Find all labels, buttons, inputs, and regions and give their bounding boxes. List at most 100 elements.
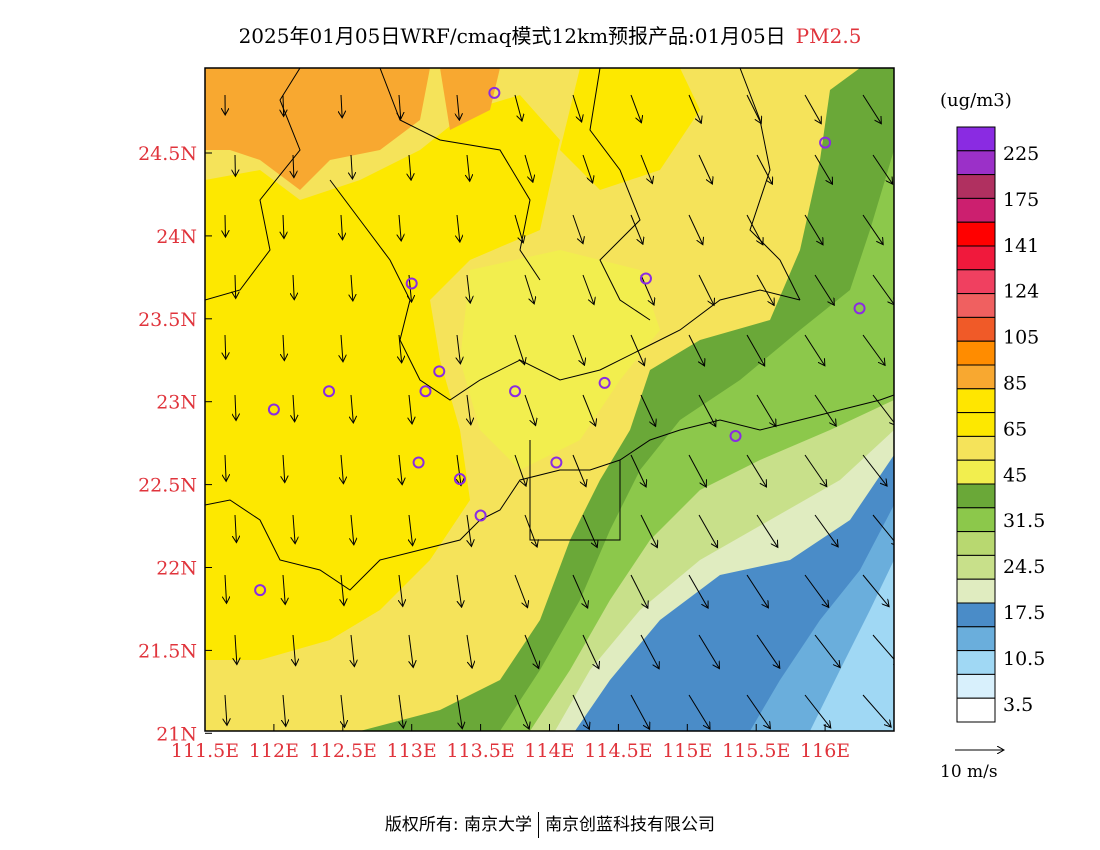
wind-arrow xyxy=(804,454,826,486)
legend-unit: (ug/m3) xyxy=(940,90,1012,111)
wind-arrow xyxy=(235,634,237,664)
wind-arrow xyxy=(746,334,764,365)
wind-arrow xyxy=(572,574,587,607)
wind-arrow xyxy=(862,694,891,726)
wind-arrow xyxy=(572,334,584,364)
wind-arrow xyxy=(756,154,772,183)
wind-arrow xyxy=(457,94,459,119)
wind-arrow xyxy=(341,454,343,483)
wind-arrow xyxy=(698,634,719,668)
legend-swatch xyxy=(956,459,996,485)
wind-arrow xyxy=(582,154,592,182)
wind-arrow xyxy=(804,214,823,244)
wind-arrow xyxy=(688,214,702,244)
wind-arrow xyxy=(746,694,770,728)
wind-arrow xyxy=(341,334,343,361)
station-marker xyxy=(509,385,522,398)
legend-label: 175 xyxy=(1003,189,1039,211)
legend-swatch xyxy=(956,221,996,247)
wind-arrow xyxy=(514,214,523,242)
wind-arrow xyxy=(293,274,294,299)
legend-label: 45 xyxy=(1003,464,1027,486)
legend-swatch xyxy=(956,174,996,199)
lon-tick-label: 115.5E xyxy=(722,740,790,762)
legend-label: 3.5 xyxy=(1003,694,1033,716)
wind-arrow xyxy=(814,634,840,667)
wind-arrow xyxy=(514,454,526,485)
wind-arrow xyxy=(814,514,838,546)
wind-arrow xyxy=(872,634,894,666)
city-border-east xyxy=(739,68,801,301)
wind-arrow xyxy=(235,274,236,297)
station-marker xyxy=(639,272,652,285)
legend-label: 10.5 xyxy=(1003,648,1045,670)
legend-swatch xyxy=(956,507,996,533)
legend-swatch xyxy=(956,269,996,295)
wind-arrow xyxy=(409,634,413,666)
wind-arrow xyxy=(341,574,344,605)
wind-arrow xyxy=(746,214,762,244)
wind-arrow xyxy=(409,394,412,423)
wind-arrow xyxy=(351,274,353,300)
station-marker xyxy=(488,86,501,99)
station-marker xyxy=(267,403,280,416)
wind-arrow xyxy=(283,694,286,725)
legend-swatch xyxy=(956,293,996,318)
station-marker xyxy=(254,584,267,597)
field-45-central xyxy=(460,250,660,470)
station-marker xyxy=(598,376,611,389)
wind-arrow xyxy=(746,574,768,607)
map-title: 2025年01月05日WRF/cmaq模式12km预报产品:01月05日 PM2.… xyxy=(0,20,1100,49)
station-marker xyxy=(405,277,418,290)
legend-label: 31.5 xyxy=(1003,510,1045,532)
pollutant-label: PM2.5 xyxy=(795,24,862,48)
wind-arrow xyxy=(399,574,403,606)
station-marker xyxy=(433,365,446,378)
lat-tick-label: 21.5N xyxy=(138,640,197,662)
wind-arrow xyxy=(225,574,226,602)
legend-swatch xyxy=(956,554,996,580)
wind-arrow xyxy=(582,394,595,425)
wind-arrow xyxy=(698,154,712,183)
wind-arrow xyxy=(630,454,646,486)
wind-arrow xyxy=(688,334,704,365)
wind-arrow xyxy=(514,574,527,607)
legend-swatch xyxy=(956,340,996,366)
station-marker xyxy=(419,385,432,398)
wind-arrow xyxy=(514,334,524,364)
wind-arrow xyxy=(862,214,883,244)
wind-arrow xyxy=(746,94,761,123)
reference-speed-label: 10 m/s xyxy=(940,762,998,782)
wind-arrow xyxy=(399,214,401,240)
wind-arrow xyxy=(456,694,462,728)
wind-arrow xyxy=(351,394,353,422)
wind-arrow xyxy=(804,334,824,365)
wind-arrow xyxy=(640,634,659,668)
wind-arrow xyxy=(524,274,534,303)
wind-arrow xyxy=(457,454,461,485)
lat-tick-label: 23.5N xyxy=(138,309,197,331)
wind-arrow xyxy=(688,694,709,728)
latitude-ticks: 24.5N 24N 23.5N 23N 22.5N 22N 21.5N 21N xyxy=(138,143,212,745)
wind-arrow xyxy=(804,574,828,607)
wind-arrow xyxy=(293,514,295,543)
wind-arrow xyxy=(399,334,402,362)
wind-arrow xyxy=(514,694,529,728)
lat-tick-label: 22N xyxy=(156,558,197,580)
wind-arrow xyxy=(630,94,641,122)
lat-tick-label: 24N xyxy=(156,226,197,248)
legend-swatch xyxy=(956,697,996,723)
wind-arrow xyxy=(457,334,460,363)
wind-arrow xyxy=(341,94,342,117)
station-marker xyxy=(819,136,832,149)
copyright-text: 版权所有: 南京大学 xyxy=(384,815,533,835)
legend-swatch xyxy=(956,650,996,675)
legend-label: 225 xyxy=(1003,143,1039,165)
wind-arrow xyxy=(756,634,779,667)
wind-arrow xyxy=(698,394,715,426)
wind-arrow xyxy=(630,334,644,365)
wind-arrow xyxy=(341,214,342,239)
station-marker xyxy=(550,456,563,469)
wind-arrow xyxy=(524,514,537,546)
wind-arrow xyxy=(399,454,402,484)
